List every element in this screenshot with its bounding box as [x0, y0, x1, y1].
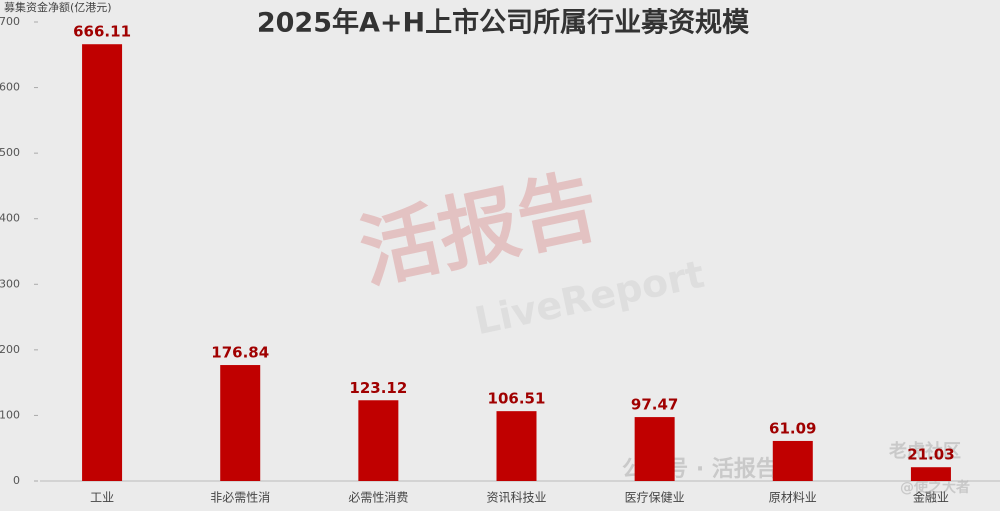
data-label: 666.11 [73, 23, 131, 41]
y-tick-label: 500 [0, 146, 20, 159]
bar [634, 417, 675, 481]
watermark: 老虎社区 [889, 440, 961, 462]
x-tick-label: 原材料业 [769, 491, 817, 505]
y-tick-label: 700 [0, 15, 20, 28]
y-tick-label: 200 [0, 343, 20, 356]
x-tick-label: 金融业 [913, 490, 949, 505]
x-tick-label: 工业 [90, 491, 114, 505]
bar [358, 400, 399, 481]
bar [82, 44, 123, 481]
bar [220, 365, 261, 481]
data-label: 176.84 [211, 344, 269, 362]
x-tick-label: 资讯科技业 [486, 491, 546, 505]
y-tick-label: 100 [0, 408, 20, 421]
y-tick-label: 300 [0, 277, 20, 290]
data-label: 61.09 [769, 419, 816, 437]
x-tick-label: 医疗保健业 [625, 491, 685, 505]
bar [772, 440, 813, 481]
y-tick-label: 400 [0, 212, 20, 225]
data-label: 106.51 [488, 390, 546, 408]
bar [496, 411, 537, 481]
x-tick-label: 必需性消费 [348, 491, 408, 505]
data-label: 97.47 [631, 396, 678, 414]
data-label: 21.03 [907, 446, 954, 464]
x-tick-label: 非必需性消 [210, 491, 270, 505]
y-tick-label: 0 [13, 474, 20, 487]
chart-title: 2025年A+H上市公司所属行业募资规模 [257, 7, 749, 39]
y-tick-label: 600 [0, 81, 20, 94]
watermark: @使之大者 [900, 479, 970, 496]
y-axis-label: 募集资金净额(亿港元) [4, 0, 112, 14]
bar [910, 467, 951, 481]
data-label: 123.12 [349, 379, 407, 397]
